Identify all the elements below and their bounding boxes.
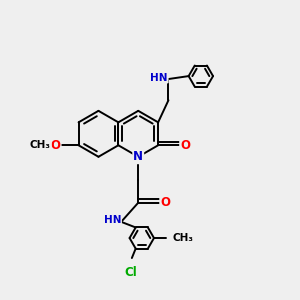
Text: HN: HN: [103, 215, 121, 225]
Text: CH₃: CH₃: [172, 233, 193, 243]
Text: O: O: [160, 196, 170, 209]
Text: O: O: [51, 139, 61, 152]
Text: Cl: Cl: [124, 266, 137, 279]
Text: O: O: [180, 139, 190, 152]
Text: HN: HN: [150, 73, 168, 82]
Text: CH₃: CH₃: [30, 140, 51, 150]
Text: N: N: [133, 150, 143, 163]
